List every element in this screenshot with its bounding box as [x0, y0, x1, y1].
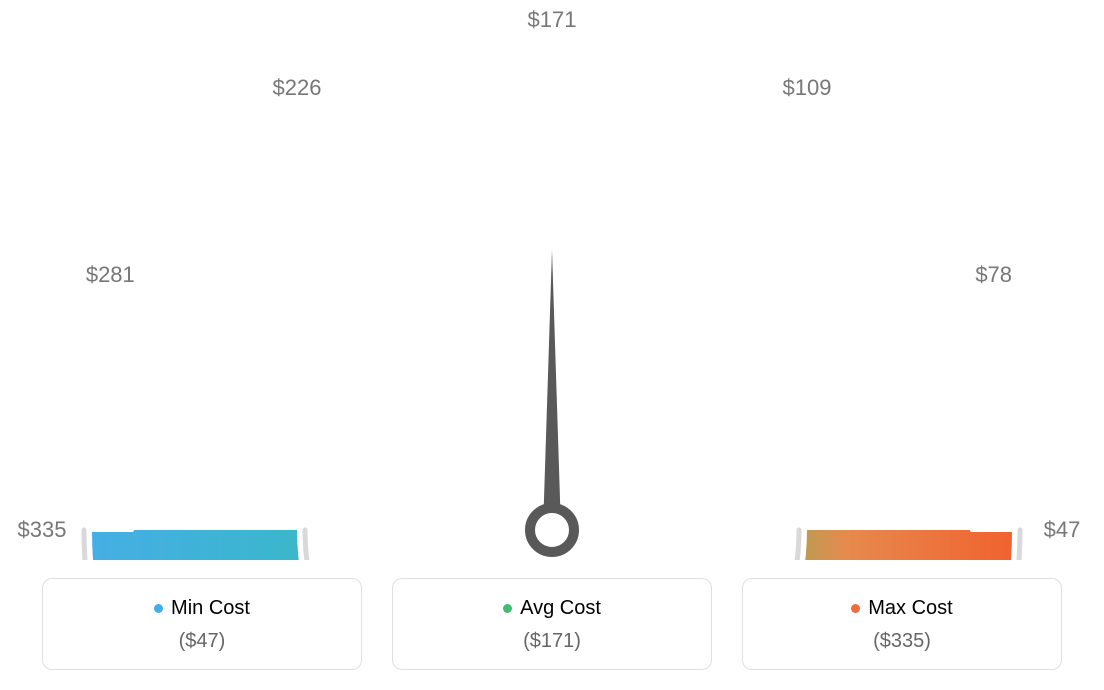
legend-value-avg: ($171) — [403, 630, 701, 653]
gauge-tick-label: $226 — [273, 75, 322, 101]
legend-value-min: ($47) — [53, 630, 351, 653]
legend-value-max: ($335) — [753, 630, 1051, 653]
legend-label-max: Max Cost — [753, 597, 1051, 620]
gauge-tick-label: $281 — [86, 262, 135, 288]
gauge-tick-label: $47 — [1044, 517, 1081, 543]
legend-label-min-text: Min Cost — [171, 597, 250, 620]
gauge-chart: $47 $78 $109 $171 $226 $281 $335 — [0, 0, 1104, 560]
legend-row: Min Cost ($47) Avg Cost ($171) Max Cost … — [0, 578, 1104, 670]
legend-card-avg: Avg Cost ($171) — [392, 578, 712, 670]
dot-avg — [503, 604, 512, 613]
legend-label-avg: Avg Cost — [403, 597, 701, 620]
legend-label-avg-text: Avg Cost — [520, 597, 601, 620]
gauge-tick-label: $78 — [975, 262, 1012, 288]
dot-min — [154, 604, 163, 613]
gauge-tick-label: $335 — [18, 517, 67, 543]
gauge-tick-label: $171 — [528, 7, 577, 33]
gauge-svg — [0, 0, 1104, 560]
gauge-tick-label: $109 — [783, 75, 832, 101]
dot-max — [851, 604, 860, 613]
legend-card-max: Max Cost ($335) — [742, 578, 1062, 670]
legend-label-min: Min Cost — [53, 597, 351, 620]
legend-card-min: Min Cost ($47) — [42, 578, 362, 670]
legend-label-max-text: Max Cost — [868, 597, 952, 620]
